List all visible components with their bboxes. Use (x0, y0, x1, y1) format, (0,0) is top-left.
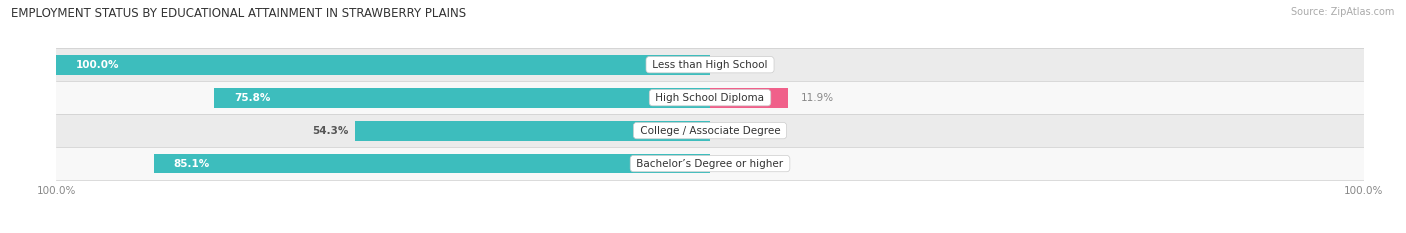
Bar (56, 81, 1364, 114)
Text: Bachelor’s Degree or higher: Bachelor’s Degree or higher (633, 159, 787, 169)
Text: 100.0%: 100.0% (76, 60, 120, 70)
Text: College / Associate Degree: College / Associate Degree (637, 126, 783, 136)
Text: EMPLOYMENT STATUS BY EDUCATIONAL ATTAINMENT IN STRAWBERRY PLAINS: EMPLOYMENT STATUS BY EDUCATIONAL ATTAINM… (11, 7, 467, 20)
Bar (215, 88, 710, 108)
Text: 54.3%: 54.3% (312, 126, 349, 136)
Bar (356, 121, 710, 140)
Bar (56, 48, 1364, 81)
Text: 75.8%: 75.8% (233, 93, 270, 103)
Text: Source: ZipAtlas.com: Source: ZipAtlas.com (1291, 7, 1395, 17)
Text: 0.0%: 0.0% (723, 159, 749, 169)
Bar (56, 147, 1364, 180)
Text: Less than High School: Less than High School (650, 60, 770, 70)
Text: 0.0%: 0.0% (723, 126, 749, 136)
Bar (153, 154, 710, 174)
Text: 11.9%: 11.9% (801, 93, 834, 103)
Bar (710, 88, 787, 108)
Text: 85.1%: 85.1% (173, 159, 209, 169)
Bar (56, 55, 710, 75)
Text: 0.0%: 0.0% (723, 60, 749, 70)
Text: High School Diploma: High School Diploma (652, 93, 768, 103)
Bar (56, 114, 1364, 147)
